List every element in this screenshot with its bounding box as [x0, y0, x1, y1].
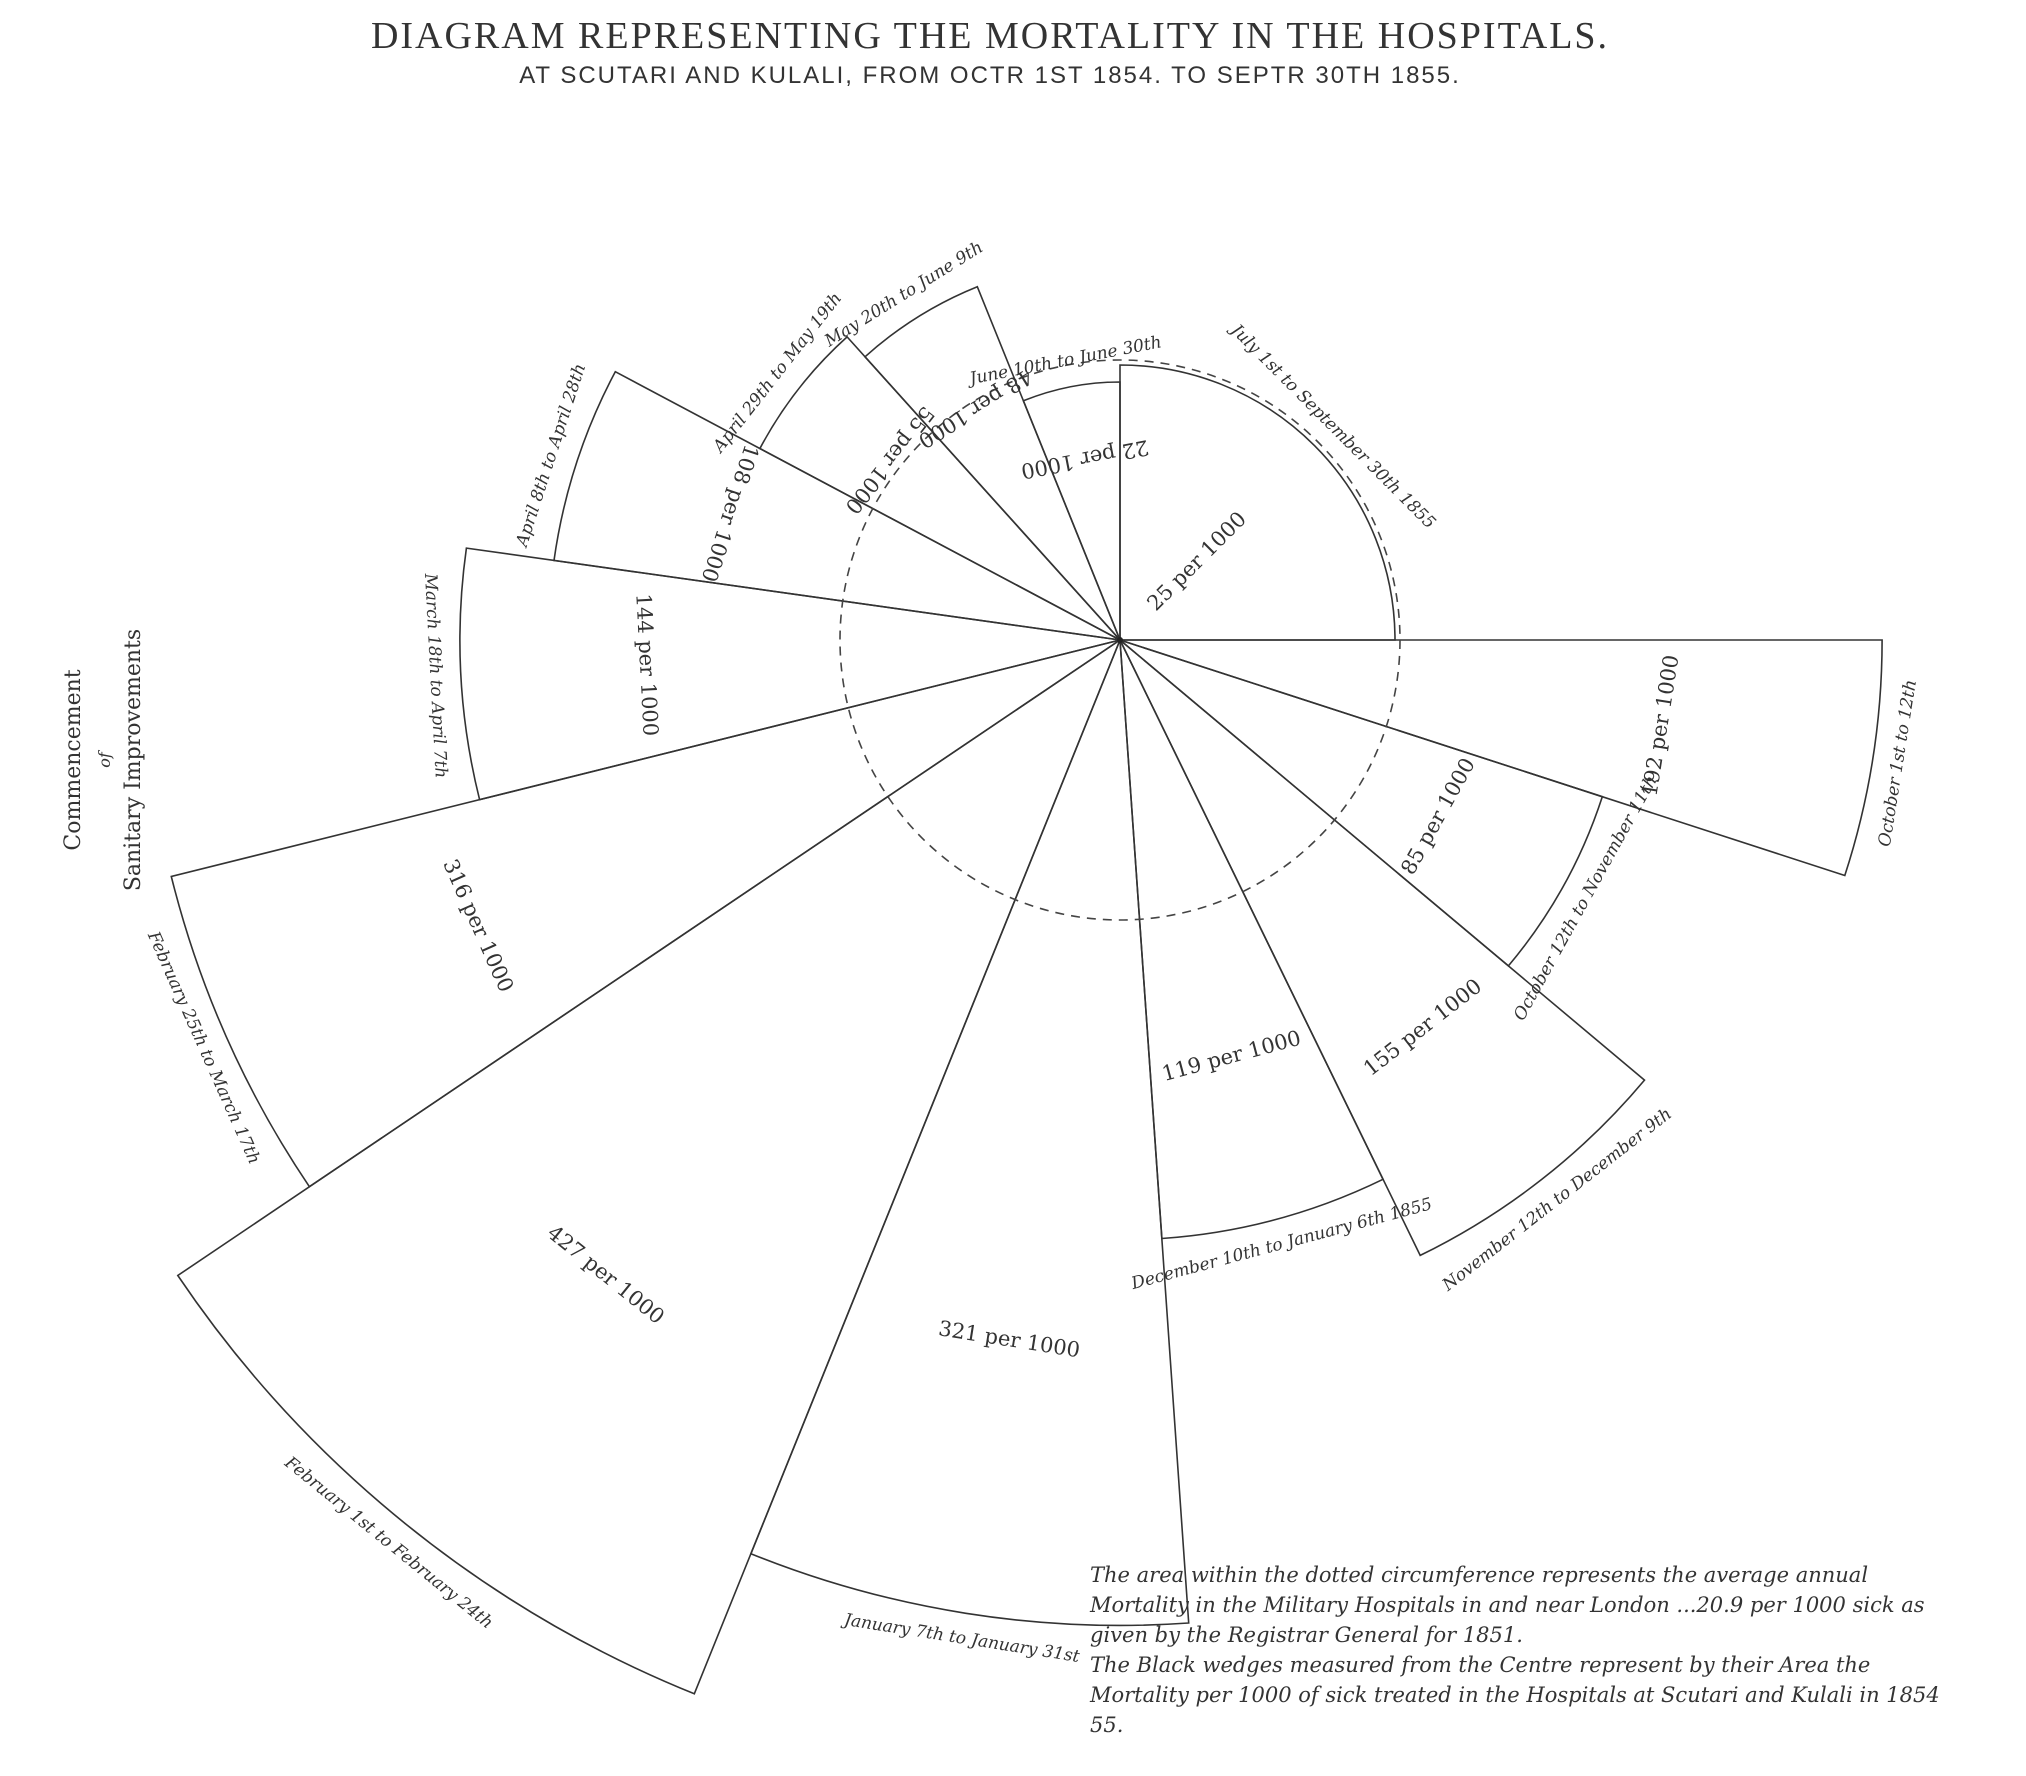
- annotation-line-2: of: [95, 749, 114, 768]
- wedge-3: [1119, 639, 1646, 1257]
- wedge-period-label-5: January 7th to January 31st: [840, 1610, 1081, 1667]
- wedge-period-label-1: October 1st to 12th: [1875, 678, 1921, 848]
- wedge-value-label-4: 119 per 1000: [1159, 1026, 1303, 1086]
- wedge-group: [170, 285, 1883, 1695]
- centre-point: [1117, 637, 1123, 643]
- wedge-value-label-7: 316 per 1000: [438, 856, 518, 996]
- wedge-value-label-9: 108 per 1000: [697, 442, 764, 585]
- wedge-11: [863, 285, 1121, 641]
- wedge-value-label-8: 144 per 1000: [631, 593, 662, 737]
- reference-dotted-circle: [839, 359, 1401, 921]
- wedge-10: [758, 335, 1121, 641]
- wedge-7: [170, 639, 1121, 1188]
- legend-line-2: The Black wedges measured from the Centr…: [1090, 1653, 1940, 1737]
- wedge-value-label-13: 25 per 1000: [1142, 507, 1250, 615]
- chart-subtitle: AT SCUTARI AND KULALI, FROM OCTR 1ST 185…: [519, 62, 1461, 89]
- wedge-value-label-2: 85 per 1000: [1396, 754, 1480, 879]
- chart-legend-note: The area within the dotted circumference…: [1090, 1560, 1970, 1740]
- legend-line-1: The area within the dotted circumference…: [1090, 1563, 1925, 1647]
- wedge-value-label-10: 55 per 1000: [840, 402, 939, 519]
- wedge-period-label-8: March 18th to April 7th: [420, 572, 451, 779]
- wedge-1: [1119, 639, 1883, 877]
- wedge-13: [1119, 364, 1396, 641]
- wedge-value-label-6: 427 per 1000: [543, 1220, 669, 1329]
- annotation-line-3: Sanitary Improvements: [121, 629, 146, 891]
- wedge-value-label-12: 22 per 1000: [1019, 435, 1151, 483]
- wedge-period-label-6: February 1st to February 24th: [280, 1452, 497, 1633]
- wedge-12: [1022, 381, 1121, 641]
- wedge-period-label-4: December 10th to January 6th 1855: [1128, 1194, 1434, 1294]
- wedge-5: [749, 639, 1190, 1627]
- wedge-9: [553, 370, 1121, 641]
- annotation-line-1: Commencement: [61, 669, 86, 850]
- wedge-period-label-13: July 1st to September 30th 1855: [1225, 318, 1440, 533]
- wedge-period-label-3: November 12th to December 9th: [1438, 1104, 1676, 1296]
- wedge-period-label-2: October 12th to November 11th: [1510, 772, 1662, 1024]
- reference-circle-group: [839, 359, 1401, 921]
- wedge-period-label-10: April 29th to May 19th: [708, 289, 846, 458]
- wedge-period-label-11: May 20th to June 9th: [820, 238, 986, 352]
- chart-title: DIAGRAM REPRESENTING THE MORTALITY IN TH…: [370, 15, 1610, 57]
- wedge-2: [1119, 639, 1604, 968]
- wedge-6: [176, 637, 1122, 1695]
- wedge-8: [459, 547, 1121, 801]
- wedge-value-label-5: 321 per 1000: [937, 1316, 1082, 1362]
- wedge-4: [1119, 639, 1385, 1240]
- wedge-value-label-3: 155 per 1000: [1359, 974, 1486, 1081]
- wedge-period-label-7: February 25th to March 17th: [143, 928, 264, 1168]
